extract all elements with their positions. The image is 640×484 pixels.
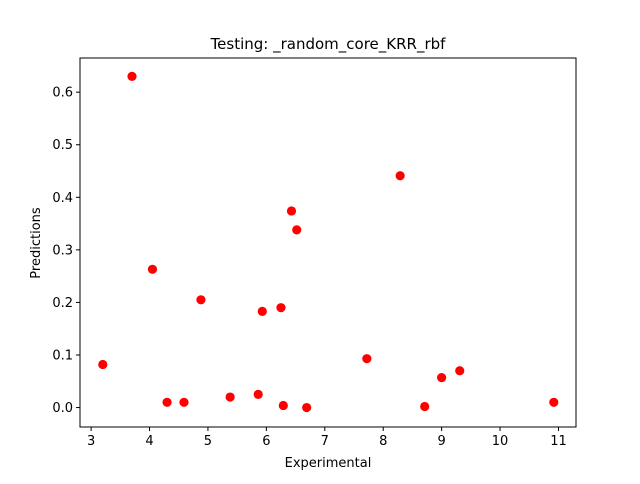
y-tick-label: 0.6 xyxy=(52,86,73,101)
data-point xyxy=(225,392,235,402)
x-tick-label: 4 xyxy=(145,434,153,449)
data-point xyxy=(196,295,206,305)
data-point xyxy=(147,264,158,274)
y-tick-label: 0.0 xyxy=(52,401,73,416)
data-point xyxy=(276,303,286,313)
y-tick-label: 0.2 xyxy=(52,296,73,311)
ticks-layer: 3 4 5 6 7 8 9 10 11 0.0 0.1 0.2 0.3 0.4 0.5 0.6 xyxy=(52,86,566,449)
x-tick-label: 10 xyxy=(492,434,509,449)
marks-layer xyxy=(98,71,559,413)
data-point xyxy=(302,402,312,413)
x-tick-label: 9 xyxy=(437,434,445,449)
data-point xyxy=(253,389,263,400)
data-point xyxy=(455,366,465,376)
x-tick-label: 8 xyxy=(379,434,387,449)
data-point xyxy=(437,372,447,383)
data-point xyxy=(162,397,172,407)
plot-frame xyxy=(79,57,577,428)
data-point xyxy=(98,359,108,370)
y-tick-label: 0.4 xyxy=(52,191,73,206)
chart-title: Testing: _random_core_KRR_rbf xyxy=(210,35,447,54)
x-tick-label: 3 xyxy=(87,434,95,449)
data-point xyxy=(549,397,559,407)
y-tick-label: 0.1 xyxy=(52,348,73,363)
data-point xyxy=(420,401,430,412)
x-tick-label: 11 xyxy=(550,434,567,449)
y-tick-label: 0.3 xyxy=(52,243,73,258)
data-point xyxy=(286,206,297,216)
y-axis-label: Predictions xyxy=(29,207,44,279)
data-point xyxy=(395,171,405,181)
data-point xyxy=(292,225,302,235)
data-point xyxy=(362,354,372,364)
x-axis-label: Experimental xyxy=(285,456,372,471)
data-point xyxy=(257,306,267,316)
y-tick-label: 0.5 xyxy=(52,138,73,153)
x-tick-label: 7 xyxy=(321,434,329,449)
data-point xyxy=(127,71,137,81)
x-tick-label: 6 xyxy=(262,434,270,449)
data-point xyxy=(278,400,288,411)
data-point xyxy=(179,397,189,407)
x-tick-label: 5 xyxy=(204,434,212,449)
